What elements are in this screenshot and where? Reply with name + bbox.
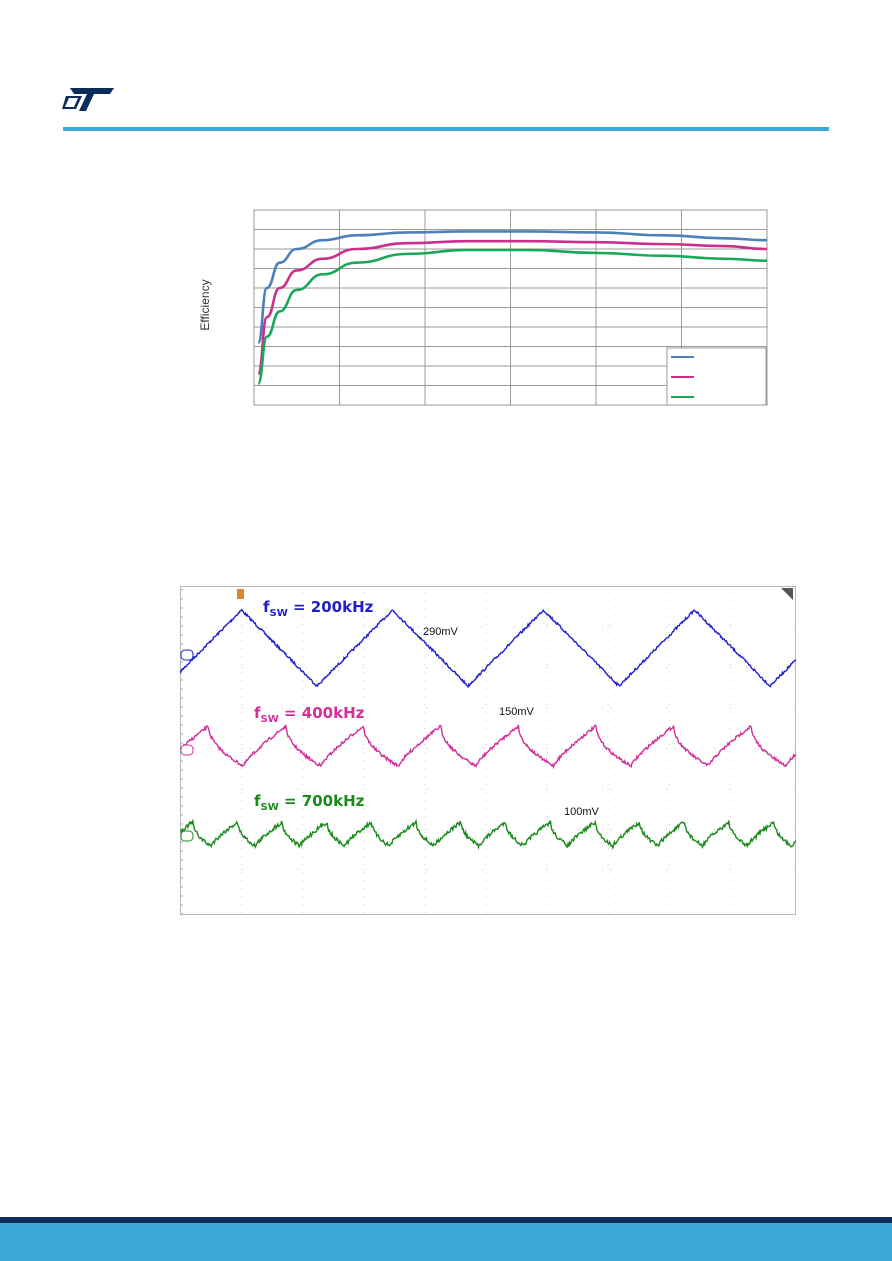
waveform-trace-2 bbox=[179, 818, 797, 850]
trace-label-text: fSW = 700kHz bbox=[254, 792, 365, 813]
corner-marker-icon bbox=[781, 588, 793, 600]
amplitude-label-290mv: 290mV bbox=[423, 626, 458, 638]
efficiency-chart bbox=[253, 209, 768, 406]
header-rule bbox=[63, 127, 829, 131]
scope-waveforms bbox=[179, 586, 797, 915]
channel-tag-0 bbox=[180, 649, 194, 661]
chart-legend bbox=[666, 347, 767, 406]
footer-dark-stripe bbox=[0, 1217, 892, 1223]
channel-tag-2 bbox=[180, 830, 194, 842]
st-logo-icon bbox=[62, 88, 114, 111]
footer-bar bbox=[0, 1223, 892, 1261]
trace-label-200khz: fSW = 200kHz bbox=[263, 598, 373, 619]
trace-label-700khz: fSW = 700kHz bbox=[254, 792, 364, 813]
trigger-marker-icon bbox=[237, 589, 244, 599]
oscilloscope-capture: fSW = 200kHz fSW = 400kHz fSW = 700kHz 2… bbox=[179, 586, 797, 915]
trace-label-text: fSW = 400kHz bbox=[254, 704, 365, 725]
series-line-2 bbox=[256, 248, 768, 385]
trace-label-400khz: fSW = 400kHz bbox=[254, 704, 364, 725]
channel-tag-1 bbox=[180, 744, 194, 756]
series-line-1 bbox=[256, 239, 768, 376]
waveform-trace-1 bbox=[179, 724, 797, 770]
trace-label-text: fSW = 200kHz bbox=[263, 598, 374, 619]
waveform-trace-0 bbox=[179, 608, 797, 689]
amplitude-label-150mv: 150mV bbox=[499, 706, 534, 718]
amplitude-label-100mv: 100mV bbox=[564, 806, 599, 818]
series-line-0 bbox=[256, 230, 768, 344]
